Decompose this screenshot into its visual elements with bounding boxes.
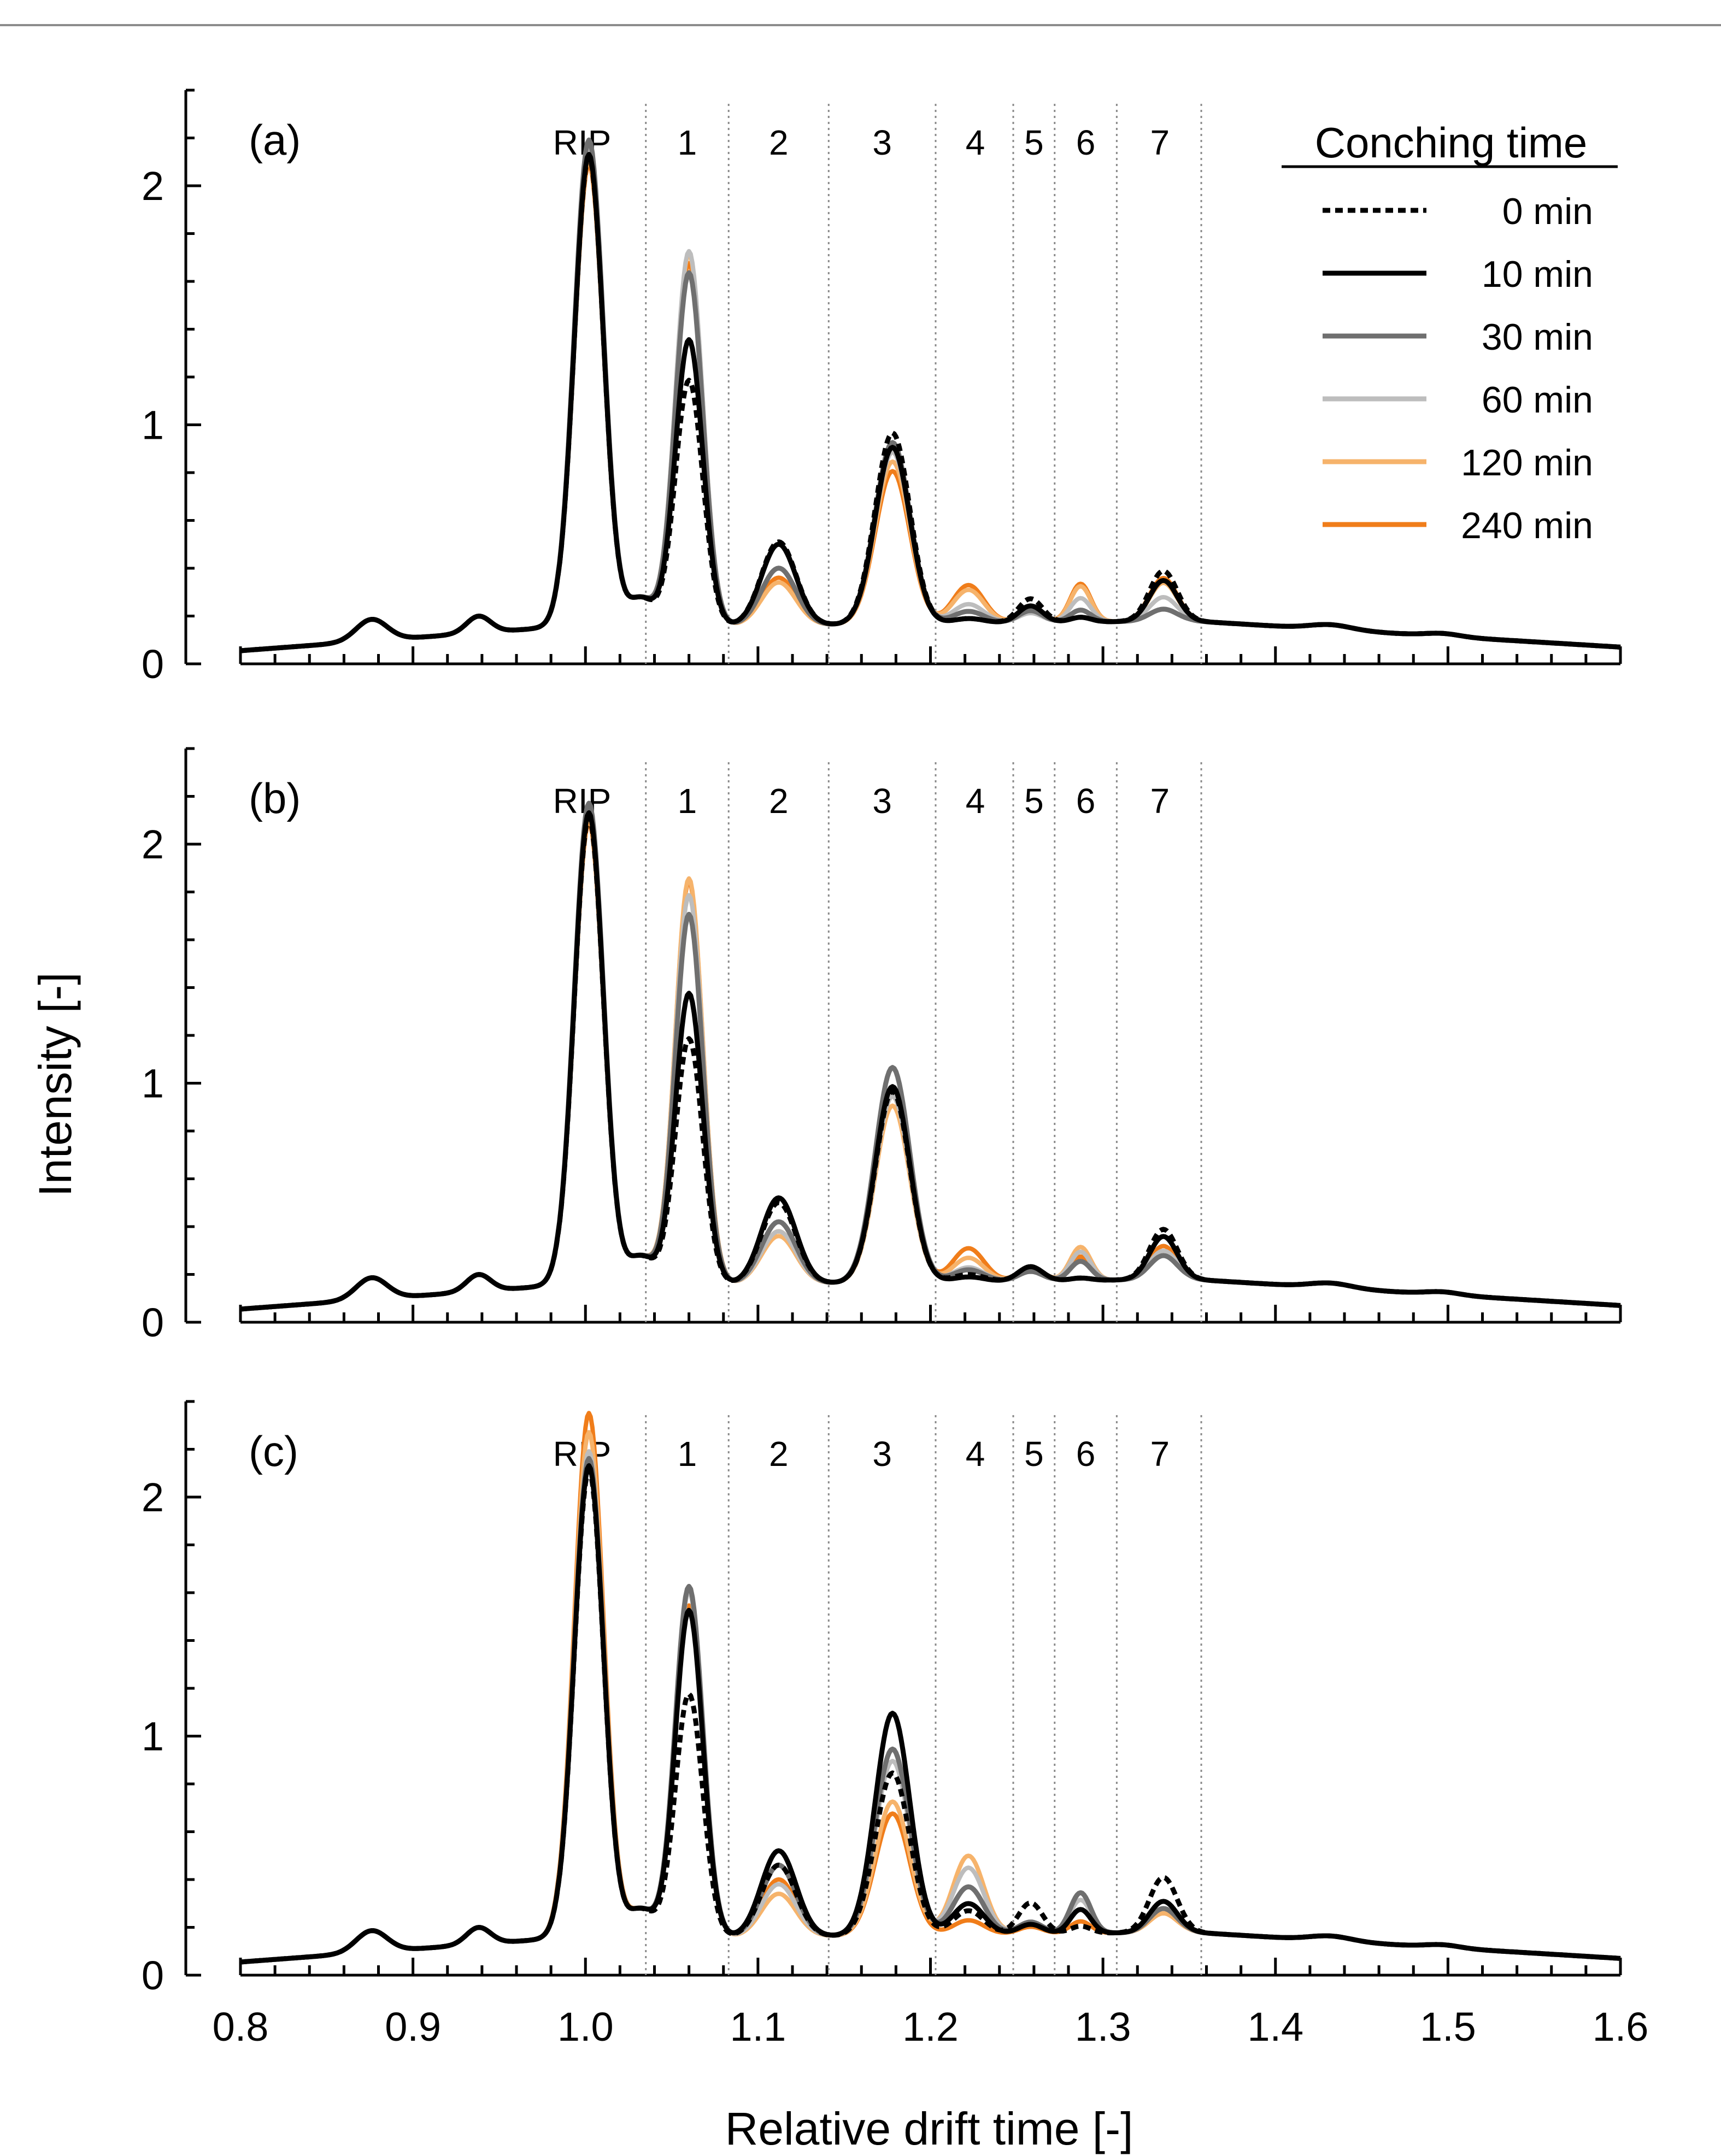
legend-entry-label: 10 min (1482, 254, 1593, 295)
series-line-120-min (240, 157, 1621, 653)
series-line-30-min (239, 137, 1622, 653)
series-line-120-min (240, 1430, 1621, 1964)
legend-entry-label: 30 min (1482, 316, 1593, 358)
series-line-240-min (240, 820, 1621, 1311)
region-label: 4 (966, 123, 985, 162)
x-tick-label: 1.0 (557, 2004, 614, 2049)
region-label: 2 (769, 1434, 789, 1474)
region-label: 2 (769, 123, 789, 162)
series-line-240-min (240, 1411, 1621, 1964)
series-line-120-min (240, 815, 1621, 1311)
series-line-10-min (239, 152, 1622, 653)
panel-label: (c) (249, 1427, 298, 1475)
y-tick-label: 0 (142, 641, 164, 687)
series-line-0-min (239, 815, 1622, 1312)
region-label: RIP (553, 123, 612, 162)
y-tick-label: 1 (142, 1061, 164, 1106)
x-axis-label: Relative drift time [-] (725, 2103, 1133, 2154)
series-line-60-min (240, 805, 1621, 1311)
x-tick-label: 1.5 (1420, 2004, 1476, 2049)
series-line-60-min (240, 1449, 1621, 1964)
region-label: RIP (553, 781, 612, 821)
series-line-0-min (239, 154, 1622, 653)
legend-title: Conching time (1315, 119, 1588, 167)
y-tick-label: 2 (142, 822, 164, 867)
series-line-30-min (239, 800, 1622, 1312)
x-tick-label: 1.3 (1075, 2004, 1131, 2049)
region-label: 1 (678, 1434, 697, 1474)
legend-entry-label: 120 min (1461, 442, 1593, 484)
region-label: 6 (1076, 123, 1096, 162)
series-line-30-min (239, 1456, 1622, 1965)
x-tick-label: 0.9 (385, 2004, 441, 2049)
panel-b: 0 1 2 RIP 1 2 3 4 5 6 7 (b) (142, 747, 1622, 1345)
y-tick-label: 1 (142, 1714, 164, 1759)
region-label: 1 (678, 123, 697, 162)
panel-label: (a) (249, 116, 301, 164)
region-label: 5 (1024, 781, 1044, 821)
region-label: 3 (872, 781, 892, 821)
y-tick-label: 2 (142, 163, 164, 209)
series-line-0-min (239, 1468, 1622, 1965)
region-label: 3 (872, 123, 892, 162)
region-label: 3 (872, 1434, 892, 1474)
region-label: 4 (966, 781, 985, 821)
legend-entry-label: 240 min (1461, 505, 1593, 546)
region-label: 5 (1024, 123, 1044, 162)
y-tick-label: 2 (142, 1475, 164, 1520)
panel-a: 0 1 2 RIP 1 2 3 4 5 6 7 (a) Conching time 0 min 10 min… (142, 89, 1622, 687)
y-tick-label: 0 (142, 1300, 164, 1345)
x-tick-label: 1.4 (1247, 2004, 1303, 2049)
series-line-10-min (239, 1463, 1622, 1965)
region-label: 6 (1076, 781, 1096, 821)
legend-entry-label: 60 min (1482, 379, 1593, 421)
x-tick-label: 1.6 (1593, 2004, 1649, 2049)
region-label: 7 (1150, 781, 1170, 821)
legend: Conching time 0 min 10 min 30 min 60 min 120 … (1282, 119, 1618, 546)
series-line-240-min (240, 162, 1621, 653)
series-line-10-min (239, 810, 1622, 1312)
y-tick-label: 1 (142, 403, 164, 448)
y-axis-label: Intensity [-] (30, 973, 81, 1197)
x-tick-label: 0.8 (213, 2004, 269, 2049)
panel-label: (b) (249, 774, 301, 822)
region-label: 7 (1150, 123, 1170, 162)
region-label: 2 (769, 781, 789, 821)
region-label: 7 (1150, 1434, 1170, 1474)
x-tick-label: 1.1 (730, 2004, 786, 2049)
y-tick-label: 0 (142, 1953, 164, 1998)
legend-entry-label: 0 min (1502, 191, 1593, 232)
region-label: 1 (678, 781, 697, 821)
region-label: 4 (966, 1434, 985, 1474)
region-label: 6 (1076, 1434, 1096, 1474)
region-label: 5 (1024, 1434, 1044, 1474)
x-tick-label: 1.2 (902, 2004, 959, 2049)
